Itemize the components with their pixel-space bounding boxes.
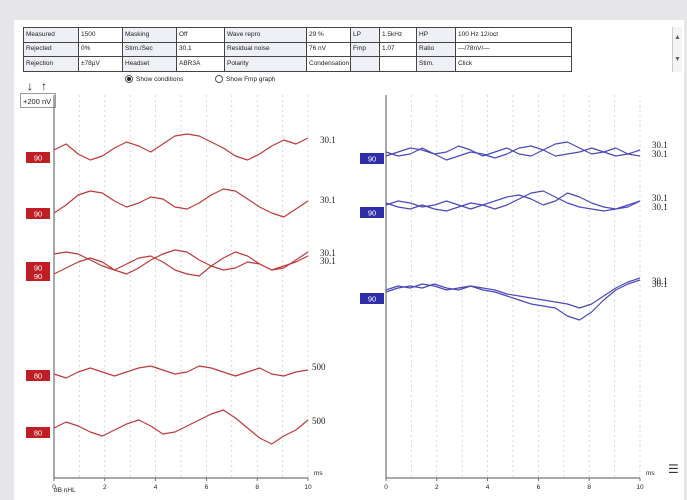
left-marker-5 xyxy=(26,427,50,438)
left-marker-1 xyxy=(26,152,50,163)
param-label: Stim./Sec xyxy=(122,41,177,58)
right-trace-label-4: 30.1 xyxy=(652,202,668,212)
left-trace-3b xyxy=(53,249,309,275)
right-trace-3a xyxy=(385,279,641,321)
param-value: Click xyxy=(455,56,572,72)
menu-icon[interactable]: ☰ xyxy=(668,462,679,476)
right-trace-1b xyxy=(385,145,641,161)
left-trace-label-4: 30.1 xyxy=(320,256,336,266)
left-trace-2 xyxy=(53,188,309,218)
param-label: Polarity xyxy=(224,56,307,72)
arrow-down-button[interactable]: ↓ xyxy=(27,79,33,93)
left-marker-2-text: 90 xyxy=(34,210,42,219)
param-row: Rejection ±78µV Headset ABR3A Polarity Conden… xyxy=(23,56,572,72)
radio-selected-icon[interactable] xyxy=(125,75,133,83)
left-marker-3 xyxy=(26,262,50,281)
left-plot-tick-label: 2 xyxy=(103,484,107,491)
left-marker-2 xyxy=(26,208,50,219)
right-plot-tick-label: 4 xyxy=(486,484,490,491)
left-marker-3-subtext: 90 xyxy=(34,272,42,281)
right-marker-1-text: 90 xyxy=(368,155,376,164)
right-trace-label-1: 30.1 xyxy=(652,140,668,150)
show-fmp-option[interactable]: Show Fmp graph xyxy=(215,75,276,83)
arrow-up-button[interactable]: ↑ xyxy=(41,79,47,93)
right-trace-3b xyxy=(385,277,641,309)
parameters-table: Measured 1500 Masking Off Wave repro 29 % LP 1.… xyxy=(23,27,572,72)
show-conditions-option[interactable]: Show conditions xyxy=(125,75,183,83)
right-trace-label-3: 30.1 xyxy=(652,193,668,203)
left-plot-tick-label: 6 xyxy=(205,484,209,491)
param-label: Rejection xyxy=(23,56,79,72)
left-plot-unit-label: ms xyxy=(314,470,323,477)
left-plot-tick-label: 4 xyxy=(154,484,158,491)
right-trace-2a xyxy=(385,192,641,210)
right-marker-3 xyxy=(360,293,384,304)
scroll-down-icon[interactable]: ▼ xyxy=(674,56,681,63)
left-trace-4 xyxy=(53,365,309,379)
right-marker-1 xyxy=(360,153,384,164)
left-plot-tick-label: 0 xyxy=(52,484,56,491)
right-plot-unit-label: ms xyxy=(646,470,655,477)
left-trace-5 xyxy=(53,409,309,445)
param-label: Ratio xyxy=(416,41,456,58)
right-trace-2b xyxy=(385,190,641,212)
left-marker-4 xyxy=(26,370,50,381)
right-trace-label-6: 30.1 xyxy=(652,279,668,289)
right-trace-label-5: 30.1 xyxy=(652,276,668,286)
left-marker-1-text: 90 xyxy=(34,154,42,163)
left-plot-tick-label: 8 xyxy=(255,484,259,491)
right-plot-tick-label: 6 xyxy=(537,484,541,491)
left-trace-label-3: 30.1 xyxy=(320,248,336,258)
param-label xyxy=(350,56,380,72)
right-plot-tick-label: 0 xyxy=(384,484,388,491)
show-conditions-label: Show conditions xyxy=(136,75,184,83)
left-trace-label-1: 30.1 xyxy=(320,135,336,145)
left-marker-3-text: 90 xyxy=(34,264,42,273)
param-label: Stim. xyxy=(416,56,456,72)
left-trace-label-6: 500 xyxy=(312,416,326,426)
dbnhl-label: dB nHL xyxy=(54,487,76,494)
left-trace-label-5: 500 xyxy=(312,362,326,372)
table-scrollbar[interactable]: ▲ ▼ xyxy=(672,27,682,72)
right-plot-tick-label: 10 xyxy=(636,484,644,491)
left-marker-5-text: 80 xyxy=(34,429,42,438)
param-label: Wave repro xyxy=(224,27,307,43)
param-label: Headset xyxy=(122,56,177,72)
right-trace-label-2: 30.1 xyxy=(652,149,668,159)
amplitude-scale: +200 nV xyxy=(20,93,56,108)
right-marker-2 xyxy=(360,207,384,218)
scroll-up-icon[interactable]: ▲ xyxy=(674,34,681,41)
left-trace-1 xyxy=(53,133,309,161)
right-plot-tick-label: 8 xyxy=(587,484,591,491)
left-plot-tick-label: 10 xyxy=(304,484,312,491)
right-marker-2-text: 90 xyxy=(368,209,376,218)
abr-report-panel xyxy=(14,20,684,500)
show-fmp-label: Show Fmp graph xyxy=(226,75,276,83)
radio-empty-icon[interactable] xyxy=(215,75,223,83)
right-marker-3-text: 90 xyxy=(368,295,376,304)
right-plot-tick-label: 2 xyxy=(435,484,439,491)
left-trace-label-2: 30.1 xyxy=(320,195,336,205)
left-marker-4-text: 80 xyxy=(34,372,42,381)
